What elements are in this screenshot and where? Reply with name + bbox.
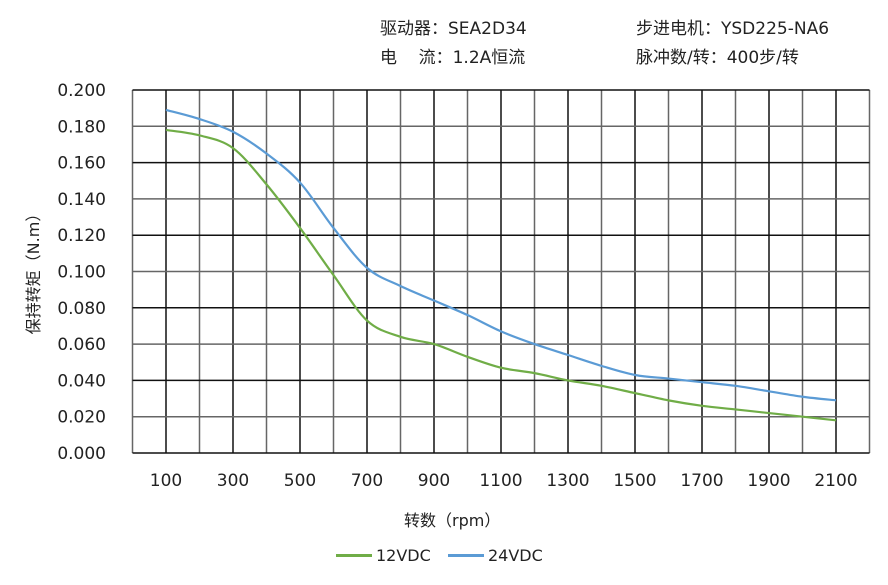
legend-label: 24VDC bbox=[488, 546, 543, 565]
x-tick-label: 900 bbox=[418, 471, 450, 491]
x-tick-label: 500 bbox=[284, 471, 316, 491]
legend-item-12vdc: 12VDC bbox=[336, 546, 431, 565]
legend-item-24vdc: 24VDC bbox=[448, 546, 543, 565]
y-tick-label: 0.060 bbox=[57, 335, 106, 355]
x-tick-label: 700 bbox=[351, 471, 383, 491]
driver-info: 驱动器：SEA2D34 bbox=[380, 19, 527, 39]
y-tick-label: 0.020 bbox=[57, 408, 106, 428]
pulses-info: 脉冲数/转：400步/转 bbox=[636, 48, 799, 68]
y-tick-label: 0.100 bbox=[57, 263, 106, 283]
x-tick-label: 1500 bbox=[613, 471, 656, 491]
x-tick-label: 1100 bbox=[479, 471, 522, 491]
current-info: 电 流：1.2A恒流 bbox=[380, 48, 526, 68]
series-line-24vdc bbox=[165, 108, 837, 402]
x-axis-label: 转数（rpm） bbox=[404, 511, 501, 530]
series-line-12vdc bbox=[165, 128, 837, 422]
y-tick-label: 0.180 bbox=[57, 117, 106, 137]
motor-info: 步进电机：YSD225-NA6 bbox=[636, 19, 830, 39]
x-tick-label: 1700 bbox=[680, 471, 723, 491]
y-tick-label: 0.200 bbox=[57, 81, 106, 101]
y-tick-label: 0.080 bbox=[57, 299, 106, 319]
x-tick-label: 1300 bbox=[546, 471, 589, 491]
x-tick-label: 1900 bbox=[747, 471, 790, 491]
legend-swatch bbox=[448, 554, 484, 557]
y-axis-label: 保持转矩（N.m） bbox=[24, 205, 43, 335]
y-tick-label: 0.160 bbox=[57, 154, 106, 174]
x-tick-label: 100 bbox=[150, 471, 182, 491]
y-tick-label: 0.000 bbox=[57, 444, 106, 464]
legend-label: 12VDC bbox=[376, 546, 431, 565]
y-tick-label: 0.140 bbox=[57, 190, 106, 210]
x-tick-label: 2100 bbox=[814, 471, 857, 491]
y-tick-label: 0.120 bbox=[57, 226, 106, 246]
x-tick-label: 300 bbox=[217, 471, 249, 491]
legend-swatch bbox=[336, 554, 372, 557]
y-tick-label: 0.040 bbox=[57, 371, 106, 391]
